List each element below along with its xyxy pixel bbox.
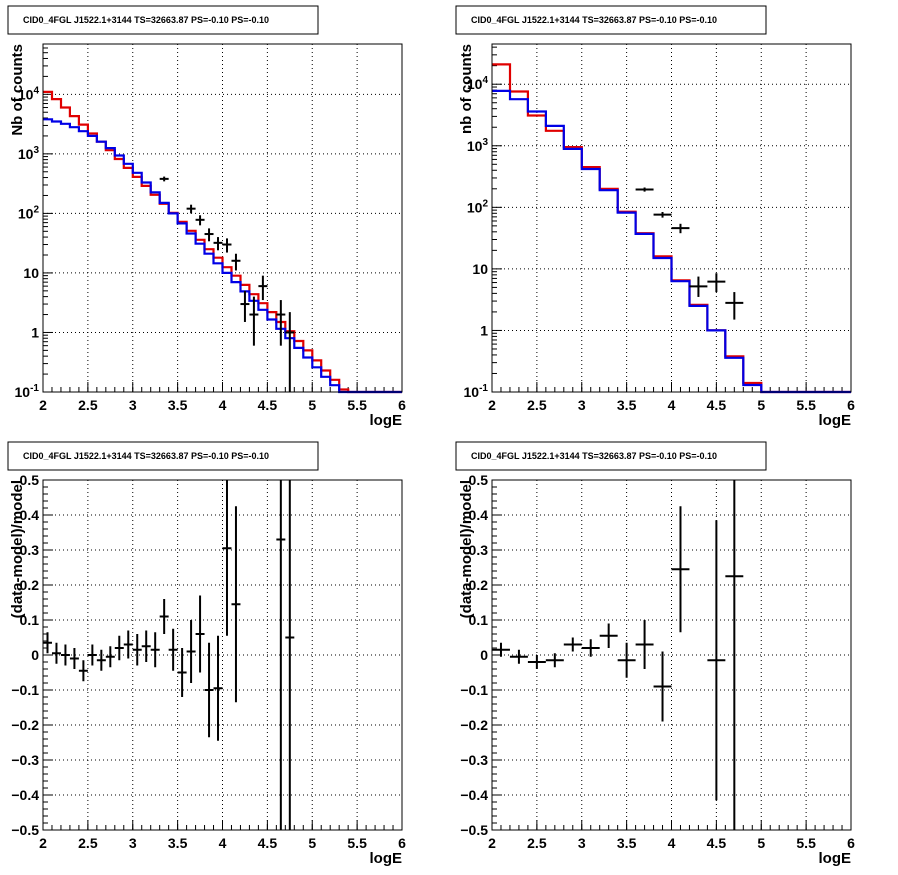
x-tick-label: 5.5 [347, 397, 367, 413]
x-tick-label: 4.5 [258, 397, 278, 413]
y-tick-label: 10 [23, 265, 39, 281]
plot-title: CID0_4FGL J1522.1+3144 TS=32663.87 PS=-0… [471, 15, 717, 25]
y-tick-label: 0.3 [20, 542, 40, 558]
y-tick-label: 0.4 [20, 507, 40, 523]
y-tick-label: 0.5 [20, 472, 40, 488]
y-tick-label: 10-1 [15, 383, 40, 400]
x-tick-label: 6 [398, 835, 406, 851]
x-tick-label: 3 [129, 397, 137, 413]
y-tick-label: 102 [467, 198, 489, 215]
title-box [455, 5, 767, 35]
x-tick-label: 2.5 [527, 835, 547, 851]
plot-title: CID0_4FGL J1522.1+3144 TS=32663.87 PS=-0… [23, 451, 269, 461]
panel-bottom-right-residuals: CID0_4FGL J1522.1+3144 TS=32663.87 PS=-0… [455, 441, 855, 867]
x-tick-label: 5.5 [796, 835, 816, 851]
x-tick-label: 2 [488, 397, 496, 413]
y-tick-label: 0 [480, 647, 488, 663]
y-tick-label: 0.3 [469, 542, 489, 558]
y-tick-label: −0.2 [11, 717, 39, 733]
plot-frame [491, 43, 852, 393]
y-axis-label: nb of counts [458, 44, 475, 134]
plot-title: CID0_4FGL J1522.1+3144 TS=32663.87 PS=-0… [23, 15, 269, 25]
y-tick-label: −0.3 [460, 752, 488, 768]
x-tick-label: 3.5 [168, 397, 188, 413]
x-tick-label: 3 [578, 835, 586, 851]
x-tick-label: 4 [668, 397, 676, 413]
x-tick-label: 5.5 [347, 835, 367, 851]
x-tick-label: 4 [668, 835, 676, 851]
y-tick-label: 0.1 [20, 612, 40, 628]
x-tick-label: 4.5 [707, 835, 727, 851]
y-axis-label: (data-model)/model [9, 480, 26, 618]
y-tick-label: 103 [18, 145, 40, 162]
model-histogram-blue [43, 118, 402, 394]
x-tick-label: 6 [398, 397, 406, 413]
x-tick-label: 2.5 [527, 397, 547, 413]
x-tick-label: 5 [757, 835, 765, 851]
panel-top-right-counts: CID0_4FGL J1522.1+3144 TS=32663.87 PS=-0… [455, 5, 855, 429]
y-tick-label: 0.2 [20, 577, 40, 593]
x-tick-label: 3.5 [168, 835, 188, 851]
plot-frame [491, 479, 852, 831]
x-tick-label: 2 [488, 835, 496, 851]
plot-frame [42, 43, 403, 393]
title-box [455, 441, 767, 471]
x-tick-label: 5.5 [796, 397, 816, 413]
y-tick-label: 104 [18, 85, 40, 102]
x-tick-label: 3 [578, 397, 586, 413]
y-tick-label: −0.1 [460, 682, 488, 698]
x-tick-label: 5 [757, 397, 765, 413]
y-tick-label: 10-1 [464, 383, 489, 400]
y-tick-label: 0.5 [469, 472, 489, 488]
x-tick-label: 6 [847, 835, 855, 851]
panel-bottom-left-residuals: CID0_4FGL J1522.1+3144 TS=32663.87 PS=-0… [7, 441, 406, 867]
x-tick-label: 3 [129, 835, 137, 851]
y-tick-label: −0.5 [460, 822, 488, 838]
model-histogram-blue [492, 89, 851, 394]
y-axis-label: (data-model)/model [458, 480, 475, 618]
title-box [7, 5, 319, 35]
x-tick-label: 2.5 [78, 835, 98, 851]
y-tick-label: −0.4 [11, 787, 39, 803]
title-box [7, 441, 319, 471]
x-tick-label: 2 [39, 397, 47, 413]
y-tick-label: 103 [467, 137, 489, 154]
x-tick-label: 4 [219, 835, 227, 851]
y-tick-label: 0 [31, 647, 39, 663]
panel-top-left-counts: CID0_4FGL J1522.1+3144 TS=32663.87 PS=-0… [7, 5, 406, 429]
y-tick-label: 1 [31, 324, 39, 340]
x-tick-label: 5 [308, 835, 316, 851]
y-tick-label: 0.4 [469, 507, 489, 523]
y-tick-label: −0.2 [460, 717, 488, 733]
y-tick-label: 0.1 [469, 612, 489, 628]
y-tick-label: −0.1 [11, 682, 39, 698]
y-tick-label: 10 [472, 261, 488, 277]
x-tick-label: 2 [39, 835, 47, 851]
y-tick-label: 1 [480, 322, 488, 338]
x-axis-label: logE [819, 850, 852, 867]
y-tick-label: −0.3 [11, 752, 39, 768]
x-tick-label: 5 [308, 397, 316, 413]
x-tick-label: 4 [219, 397, 227, 413]
x-tick-label: 2.5 [78, 397, 98, 413]
x-axis-label: logE [370, 850, 403, 867]
x-tick-label: 4.5 [707, 397, 727, 413]
x-axis-label: logE [370, 412, 403, 429]
y-tick-label: −0.5 [11, 822, 39, 838]
x-tick-label: 3.5 [617, 397, 637, 413]
y-tick-label: 104 [467, 75, 489, 92]
x-tick-label: 4.5 [258, 835, 278, 851]
y-tick-label: 0.2 [469, 577, 489, 593]
plot-frame [42, 479, 403, 831]
x-tick-label: 6 [847, 397, 855, 413]
x-tick-label: 3.5 [617, 835, 637, 851]
y-tick-label: −0.4 [460, 787, 488, 803]
y-axis-label: Nb of counts [9, 44, 26, 136]
y-tick-label: 102 [18, 204, 40, 221]
plot-title: CID0_4FGL J1522.1+3144 TS=32663.87 PS=-0… [471, 451, 717, 461]
x-axis-label: logE [819, 412, 852, 429]
